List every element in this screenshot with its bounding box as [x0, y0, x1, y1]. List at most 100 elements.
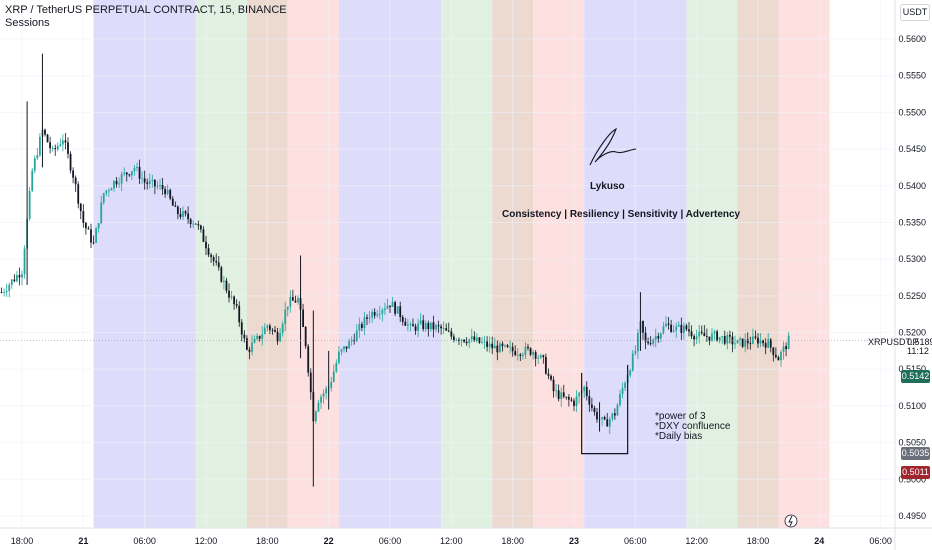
chart-title[interactable]: XRP / TetherUS PERPETUAL CONTRACT, 15, B…	[5, 4, 287, 16]
candle-body	[307, 346, 310, 373]
candle-body	[675, 326, 678, 331]
candle-body	[92, 242, 95, 244]
candle-body	[243, 334, 246, 339]
candle-body	[210, 254, 213, 258]
candle-body	[54, 148, 57, 150]
candle-body	[184, 211, 187, 214]
candle-body	[570, 399, 573, 401]
candle-body	[194, 223, 197, 225]
candle-body	[616, 405, 619, 416]
time-tick-label: 06:00	[624, 536, 647, 546]
candle-body	[102, 193, 105, 203]
candle-body	[381, 309, 384, 314]
candle-body	[118, 183, 121, 185]
candle-body	[128, 174, 131, 176]
symbol-label: XRPUSDT.P	[868, 337, 919, 347]
time-tick-label: 06:00	[869, 536, 892, 546]
candle-body	[90, 229, 92, 243]
candle-body	[383, 308, 386, 310]
candle-body	[688, 329, 690, 332]
candle-body	[682, 325, 685, 333]
candle-body	[424, 323, 427, 329]
candle-body	[332, 371, 335, 382]
candle-body	[74, 177, 77, 185]
candle-body	[458, 339, 460, 342]
candle-body	[161, 185, 164, 190]
time-tick-label: 18:00	[501, 536, 524, 546]
time-tick-label: 12:00	[195, 536, 218, 546]
candle-body	[394, 302, 397, 314]
candle-body	[166, 189, 169, 195]
candle-body	[115, 180, 118, 185]
candle-body	[787, 335, 790, 350]
candle-body	[519, 354, 522, 356]
candle-body	[777, 357, 780, 361]
candle-body	[762, 340, 764, 344]
candle-body	[514, 351, 517, 356]
candle-body	[440, 326, 443, 329]
candle-body	[13, 279, 16, 282]
candle-body	[348, 341, 351, 349]
candle-body	[279, 333, 282, 342]
candle-body	[304, 327, 307, 347]
candle-body	[450, 331, 453, 337]
indicator-label[interactable]: Sessions	[5, 17, 50, 29]
candle-body	[100, 202, 103, 224]
candle-body	[261, 334, 264, 339]
candle-body	[734, 343, 736, 345]
candle-body	[87, 228, 90, 230]
candle-body	[404, 321, 407, 326]
candle-body	[276, 331, 279, 342]
candle-body	[325, 388, 328, 394]
candle-body	[491, 343, 494, 349]
candle-body	[613, 413, 616, 416]
candle-body	[79, 203, 82, 212]
candle-body	[690, 331, 693, 337]
candle-body	[130, 171, 133, 176]
candle-body	[537, 357, 540, 359]
price-tick-label: 0.5250	[898, 291, 926, 301]
candle-body	[509, 346, 512, 348]
candle-body	[723, 336, 726, 344]
candle-body	[373, 311, 376, 316]
candle-body	[542, 355, 545, 358]
candle-body	[240, 322, 243, 335]
candle-body	[266, 325, 269, 328]
candle-body	[51, 148, 54, 149]
candle-body	[396, 306, 399, 314]
candle-body	[72, 170, 75, 178]
candle-body	[481, 342, 483, 343]
candle-body	[360, 324, 363, 328]
candle-body	[427, 323, 430, 330]
candle-body	[705, 336, 708, 337]
candle-body	[611, 413, 614, 420]
note-line: *Daily bias	[655, 431, 703, 442]
candle-body	[573, 400, 575, 406]
candle-body	[460, 339, 463, 342]
time-tick-label: 18:00	[256, 536, 279, 546]
candle-body	[69, 153, 72, 171]
candle-body	[647, 341, 649, 344]
candle-body	[562, 392, 565, 397]
candle-body	[44, 129, 46, 135]
candle-body	[120, 174, 123, 184]
candle-body	[644, 332, 647, 342]
candle-body	[539, 355, 542, 358]
session-band-newyork	[778, 0, 830, 528]
candle-body	[685, 325, 688, 330]
candle-body	[672, 330, 675, 332]
candle-body	[105, 190, 108, 194]
candle-body	[534, 351, 537, 359]
candle-body	[271, 329, 274, 331]
candle-body	[376, 314, 379, 316]
candle-body	[703, 333, 706, 337]
price-tag: 0.5035	[901, 447, 930, 460]
candle-body	[289, 297, 292, 307]
candle-body	[772, 347, 775, 355]
candle-body	[263, 327, 266, 335]
currency-button[interactable]: USDT	[900, 4, 930, 21]
candle-body	[322, 393, 325, 397]
candle-body	[82, 211, 85, 223]
candle-body	[215, 261, 218, 263]
